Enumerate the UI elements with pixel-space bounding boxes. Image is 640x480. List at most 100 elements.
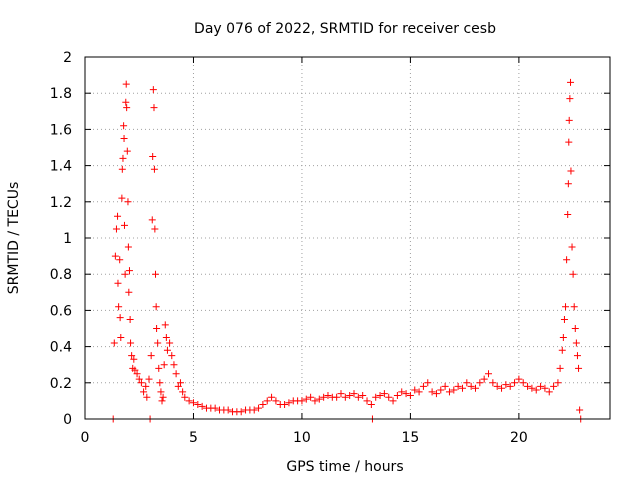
data-point [140, 388, 148, 396]
data-point [372, 393, 380, 401]
data-point [125, 288, 133, 296]
data-point [406, 391, 414, 399]
data-point [376, 391, 384, 399]
data-point [159, 393, 167, 401]
data-point [554, 379, 562, 387]
data-point [350, 390, 358, 398]
data-point [152, 270, 160, 278]
data-point [532, 386, 540, 394]
data-point [179, 388, 187, 396]
data-point [537, 382, 545, 390]
data-point [272, 397, 280, 405]
data-point [458, 384, 466, 392]
data-point [194, 401, 202, 409]
data-point [112, 225, 120, 233]
data-point [320, 393, 328, 401]
data-point [142, 382, 150, 390]
data-point [519, 379, 527, 387]
data-point [211, 404, 219, 412]
grid [85, 57, 610, 419]
data-point [450, 386, 458, 394]
y-tick-label: 1.2 [50, 195, 72, 211]
data-point [467, 382, 475, 390]
y-tick-label: 1.6 [50, 122, 72, 138]
data-point [189, 399, 197, 407]
data-point [428, 388, 436, 396]
data-point [149, 86, 157, 94]
data-point [341, 393, 349, 401]
data-point [147, 352, 155, 360]
data-point [161, 321, 169, 329]
data-point [367, 401, 375, 409]
data-point [550, 382, 558, 390]
data-point [116, 256, 124, 264]
data-point [485, 370, 493, 378]
y-tick-label: 0.6 [50, 303, 72, 319]
data-point [123, 104, 131, 112]
x-tick-label: 15 [401, 430, 419, 446]
data-point [498, 384, 506, 392]
x-tick-label: 10 [293, 430, 311, 446]
data-point [567, 78, 575, 86]
data-point [120, 221, 128, 229]
y-axis-label: SRMTID / TECUs [6, 182, 22, 295]
plot-frame [84, 56, 611, 420]
data-point [118, 165, 126, 173]
data-point [126, 315, 134, 323]
data-point [570, 303, 578, 311]
data-point [176, 379, 184, 387]
data-point [120, 134, 128, 142]
data-point [502, 381, 510, 389]
data-point [454, 382, 462, 390]
data-point [111, 252, 119, 260]
data-point [346, 391, 354, 399]
data-point [563, 256, 571, 264]
data-point [125, 267, 133, 275]
data-point [471, 384, 479, 392]
data-point [419, 382, 427, 390]
y-tick-label: 0.2 [50, 376, 72, 392]
data-point [148, 216, 156, 224]
data-point [559, 334, 567, 342]
data-point [130, 355, 138, 363]
x-axis-label: GPS time / hours [286, 459, 403, 475]
data-point [237, 408, 245, 416]
data-point [117, 334, 125, 342]
y-tick-label: 1.8 [50, 86, 72, 102]
data-point [250, 406, 258, 414]
data-point [463, 379, 471, 387]
data-point [115, 303, 123, 311]
data-point [568, 243, 576, 251]
data-point [120, 122, 128, 130]
data-point [285, 399, 293, 407]
data-point [567, 167, 575, 175]
data-point [515, 375, 523, 383]
data-point [255, 404, 263, 412]
data-point [143, 393, 151, 401]
data-point [393, 391, 401, 399]
data-point [402, 390, 410, 398]
y-tick-label: 1.4 [50, 159, 72, 175]
y-tick-label: 0.4 [50, 340, 72, 356]
y-tick-label: 0 [63, 412, 72, 428]
chart-title: Day 076 of 2022, SRMTID for receiver ces… [194, 21, 496, 37]
data-point [560, 315, 568, 323]
data-point [564, 210, 572, 218]
data-point [573, 352, 581, 360]
data-point [389, 397, 397, 405]
data-point [150, 165, 158, 173]
data-point [541, 384, 549, 392]
data-point [569, 270, 577, 278]
data-point [155, 364, 163, 372]
data-point [149, 153, 157, 161]
data-point [131, 366, 139, 374]
data-point [154, 339, 162, 347]
data-point [528, 384, 536, 392]
data-point [263, 397, 271, 405]
data-point [121, 270, 129, 278]
data-point [354, 393, 362, 401]
y-tick-label: 2 [63, 50, 72, 66]
data-point [302, 395, 310, 403]
data-point [385, 393, 393, 401]
